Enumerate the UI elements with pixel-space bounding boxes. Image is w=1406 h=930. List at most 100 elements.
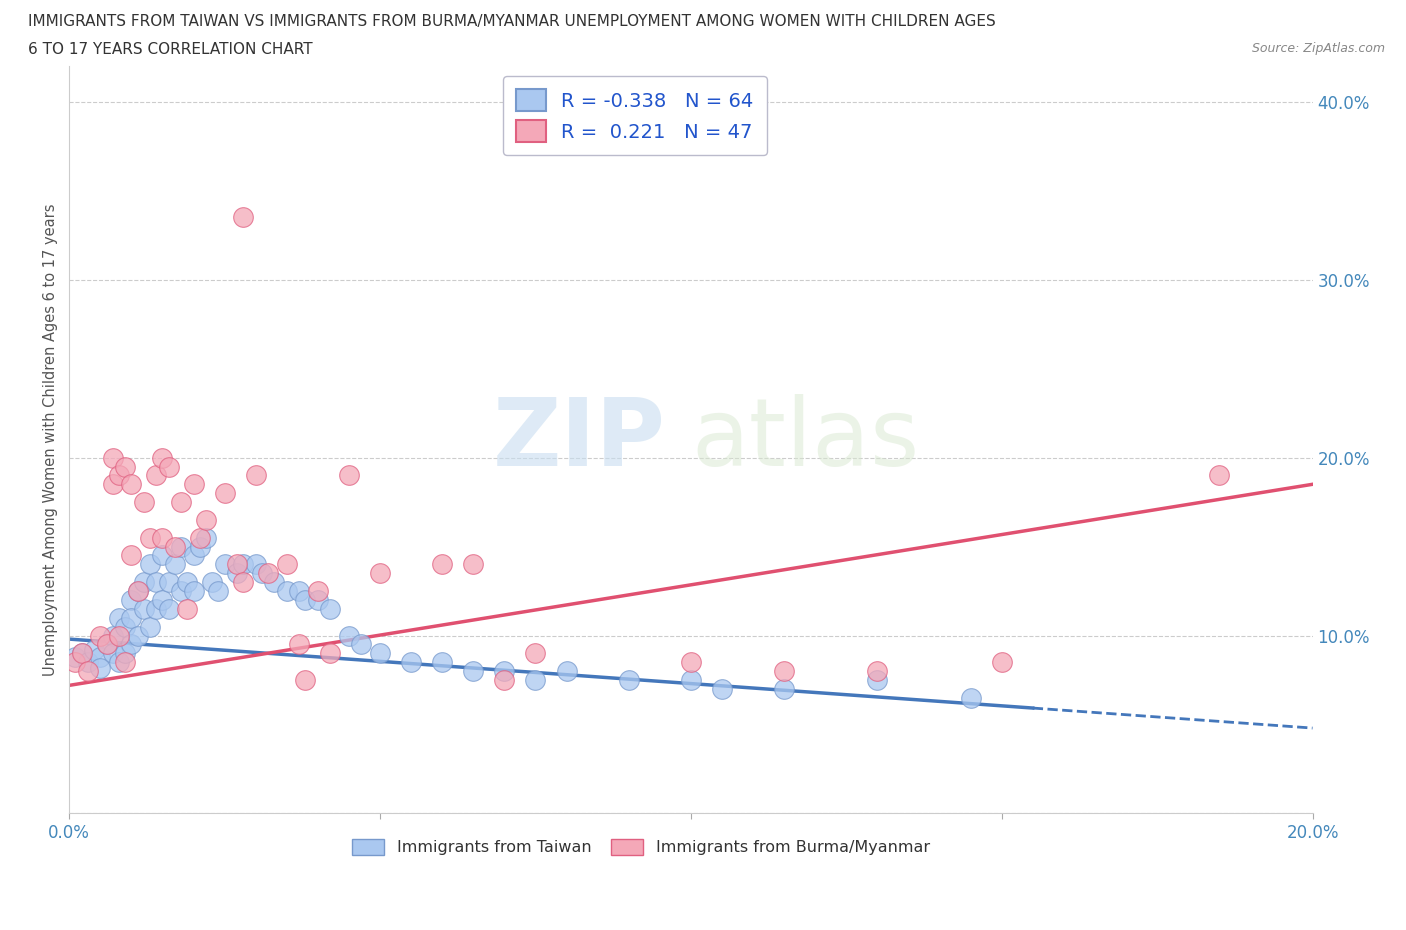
Point xyxy=(70,646,93,661)
Point xyxy=(139,619,162,634)
Point xyxy=(65,649,87,664)
Point xyxy=(65,655,87,670)
Point xyxy=(89,649,111,664)
Point xyxy=(773,664,796,679)
Point xyxy=(990,655,1012,670)
Point xyxy=(96,637,118,652)
Point xyxy=(114,459,136,474)
Point xyxy=(432,655,454,670)
Point xyxy=(152,450,174,465)
Point xyxy=(294,672,316,687)
Point xyxy=(201,575,224,590)
Text: IMMIGRANTS FROM TAIWAN VS IMMIGRANTS FROM BURMA/MYANMAR UNEMPLOYMENT AMONG WOMEN: IMMIGRANTS FROM TAIWAN VS IMMIGRANTS FRO… xyxy=(28,14,995,29)
Point xyxy=(127,584,149,599)
Point xyxy=(108,468,131,483)
Point xyxy=(337,628,360,643)
Text: 6 TO 17 YEARS CORRELATION CHART: 6 TO 17 YEARS CORRELATION CHART xyxy=(28,42,312,57)
Point xyxy=(108,610,131,625)
Point xyxy=(195,512,218,527)
Point xyxy=(132,495,155,510)
Point xyxy=(368,646,391,661)
Point xyxy=(101,450,124,465)
Point xyxy=(263,575,285,590)
Point xyxy=(294,592,316,607)
Point xyxy=(245,468,267,483)
Text: ZIP: ZIP xyxy=(494,393,666,485)
Point xyxy=(120,548,142,563)
Point xyxy=(70,646,93,661)
Point xyxy=(226,565,249,580)
Point xyxy=(866,672,889,687)
Point xyxy=(288,584,311,599)
Point xyxy=(773,682,796,697)
Point xyxy=(183,477,205,492)
Point xyxy=(288,637,311,652)
Point xyxy=(463,557,485,572)
Point xyxy=(120,592,142,607)
Point xyxy=(276,557,298,572)
Point xyxy=(524,672,547,687)
Point xyxy=(101,628,124,643)
Point xyxy=(188,530,211,545)
Legend: Immigrants from Taiwan, Immigrants from Burma/Myanmar: Immigrants from Taiwan, Immigrants from … xyxy=(346,832,936,861)
Point xyxy=(83,643,105,658)
Point xyxy=(77,655,100,670)
Point xyxy=(188,539,211,554)
Point xyxy=(157,575,180,590)
Point xyxy=(307,592,329,607)
Point xyxy=(679,672,702,687)
Point xyxy=(89,628,111,643)
Point xyxy=(108,655,131,670)
Point xyxy=(183,548,205,563)
Point xyxy=(132,575,155,590)
Point xyxy=(152,548,174,563)
Point xyxy=(157,602,180,617)
Point xyxy=(555,664,578,679)
Point xyxy=(494,664,516,679)
Point xyxy=(319,602,342,617)
Point xyxy=(114,646,136,661)
Point xyxy=(132,602,155,617)
Point xyxy=(183,584,205,599)
Point xyxy=(176,575,198,590)
Point xyxy=(337,468,360,483)
Point xyxy=(176,602,198,617)
Point xyxy=(679,655,702,670)
Point xyxy=(89,660,111,675)
Point xyxy=(157,459,180,474)
Point xyxy=(232,557,254,572)
Point xyxy=(432,557,454,572)
Point xyxy=(257,565,280,580)
Point xyxy=(617,672,640,687)
Point xyxy=(145,468,167,483)
Point xyxy=(120,610,142,625)
Point xyxy=(226,557,249,572)
Point xyxy=(232,210,254,225)
Y-axis label: Unemployment Among Women with Children Ages 6 to 17 years: Unemployment Among Women with Children A… xyxy=(44,204,58,676)
Point xyxy=(245,557,267,572)
Point xyxy=(114,619,136,634)
Point xyxy=(959,690,981,705)
Point xyxy=(101,646,124,661)
Point xyxy=(139,530,162,545)
Point xyxy=(710,682,733,697)
Point xyxy=(170,539,193,554)
Point xyxy=(152,592,174,607)
Point xyxy=(250,565,273,580)
Point xyxy=(195,530,218,545)
Point xyxy=(524,646,547,661)
Point xyxy=(77,664,100,679)
Point xyxy=(350,637,373,652)
Point xyxy=(120,637,142,652)
Point xyxy=(145,602,167,617)
Point xyxy=(276,584,298,599)
Point xyxy=(214,485,236,500)
Point xyxy=(145,575,167,590)
Point xyxy=(96,637,118,652)
Text: Source: ZipAtlas.com: Source: ZipAtlas.com xyxy=(1251,42,1385,55)
Point xyxy=(114,655,136,670)
Point xyxy=(139,557,162,572)
Point xyxy=(127,628,149,643)
Point xyxy=(214,557,236,572)
Point xyxy=(120,477,142,492)
